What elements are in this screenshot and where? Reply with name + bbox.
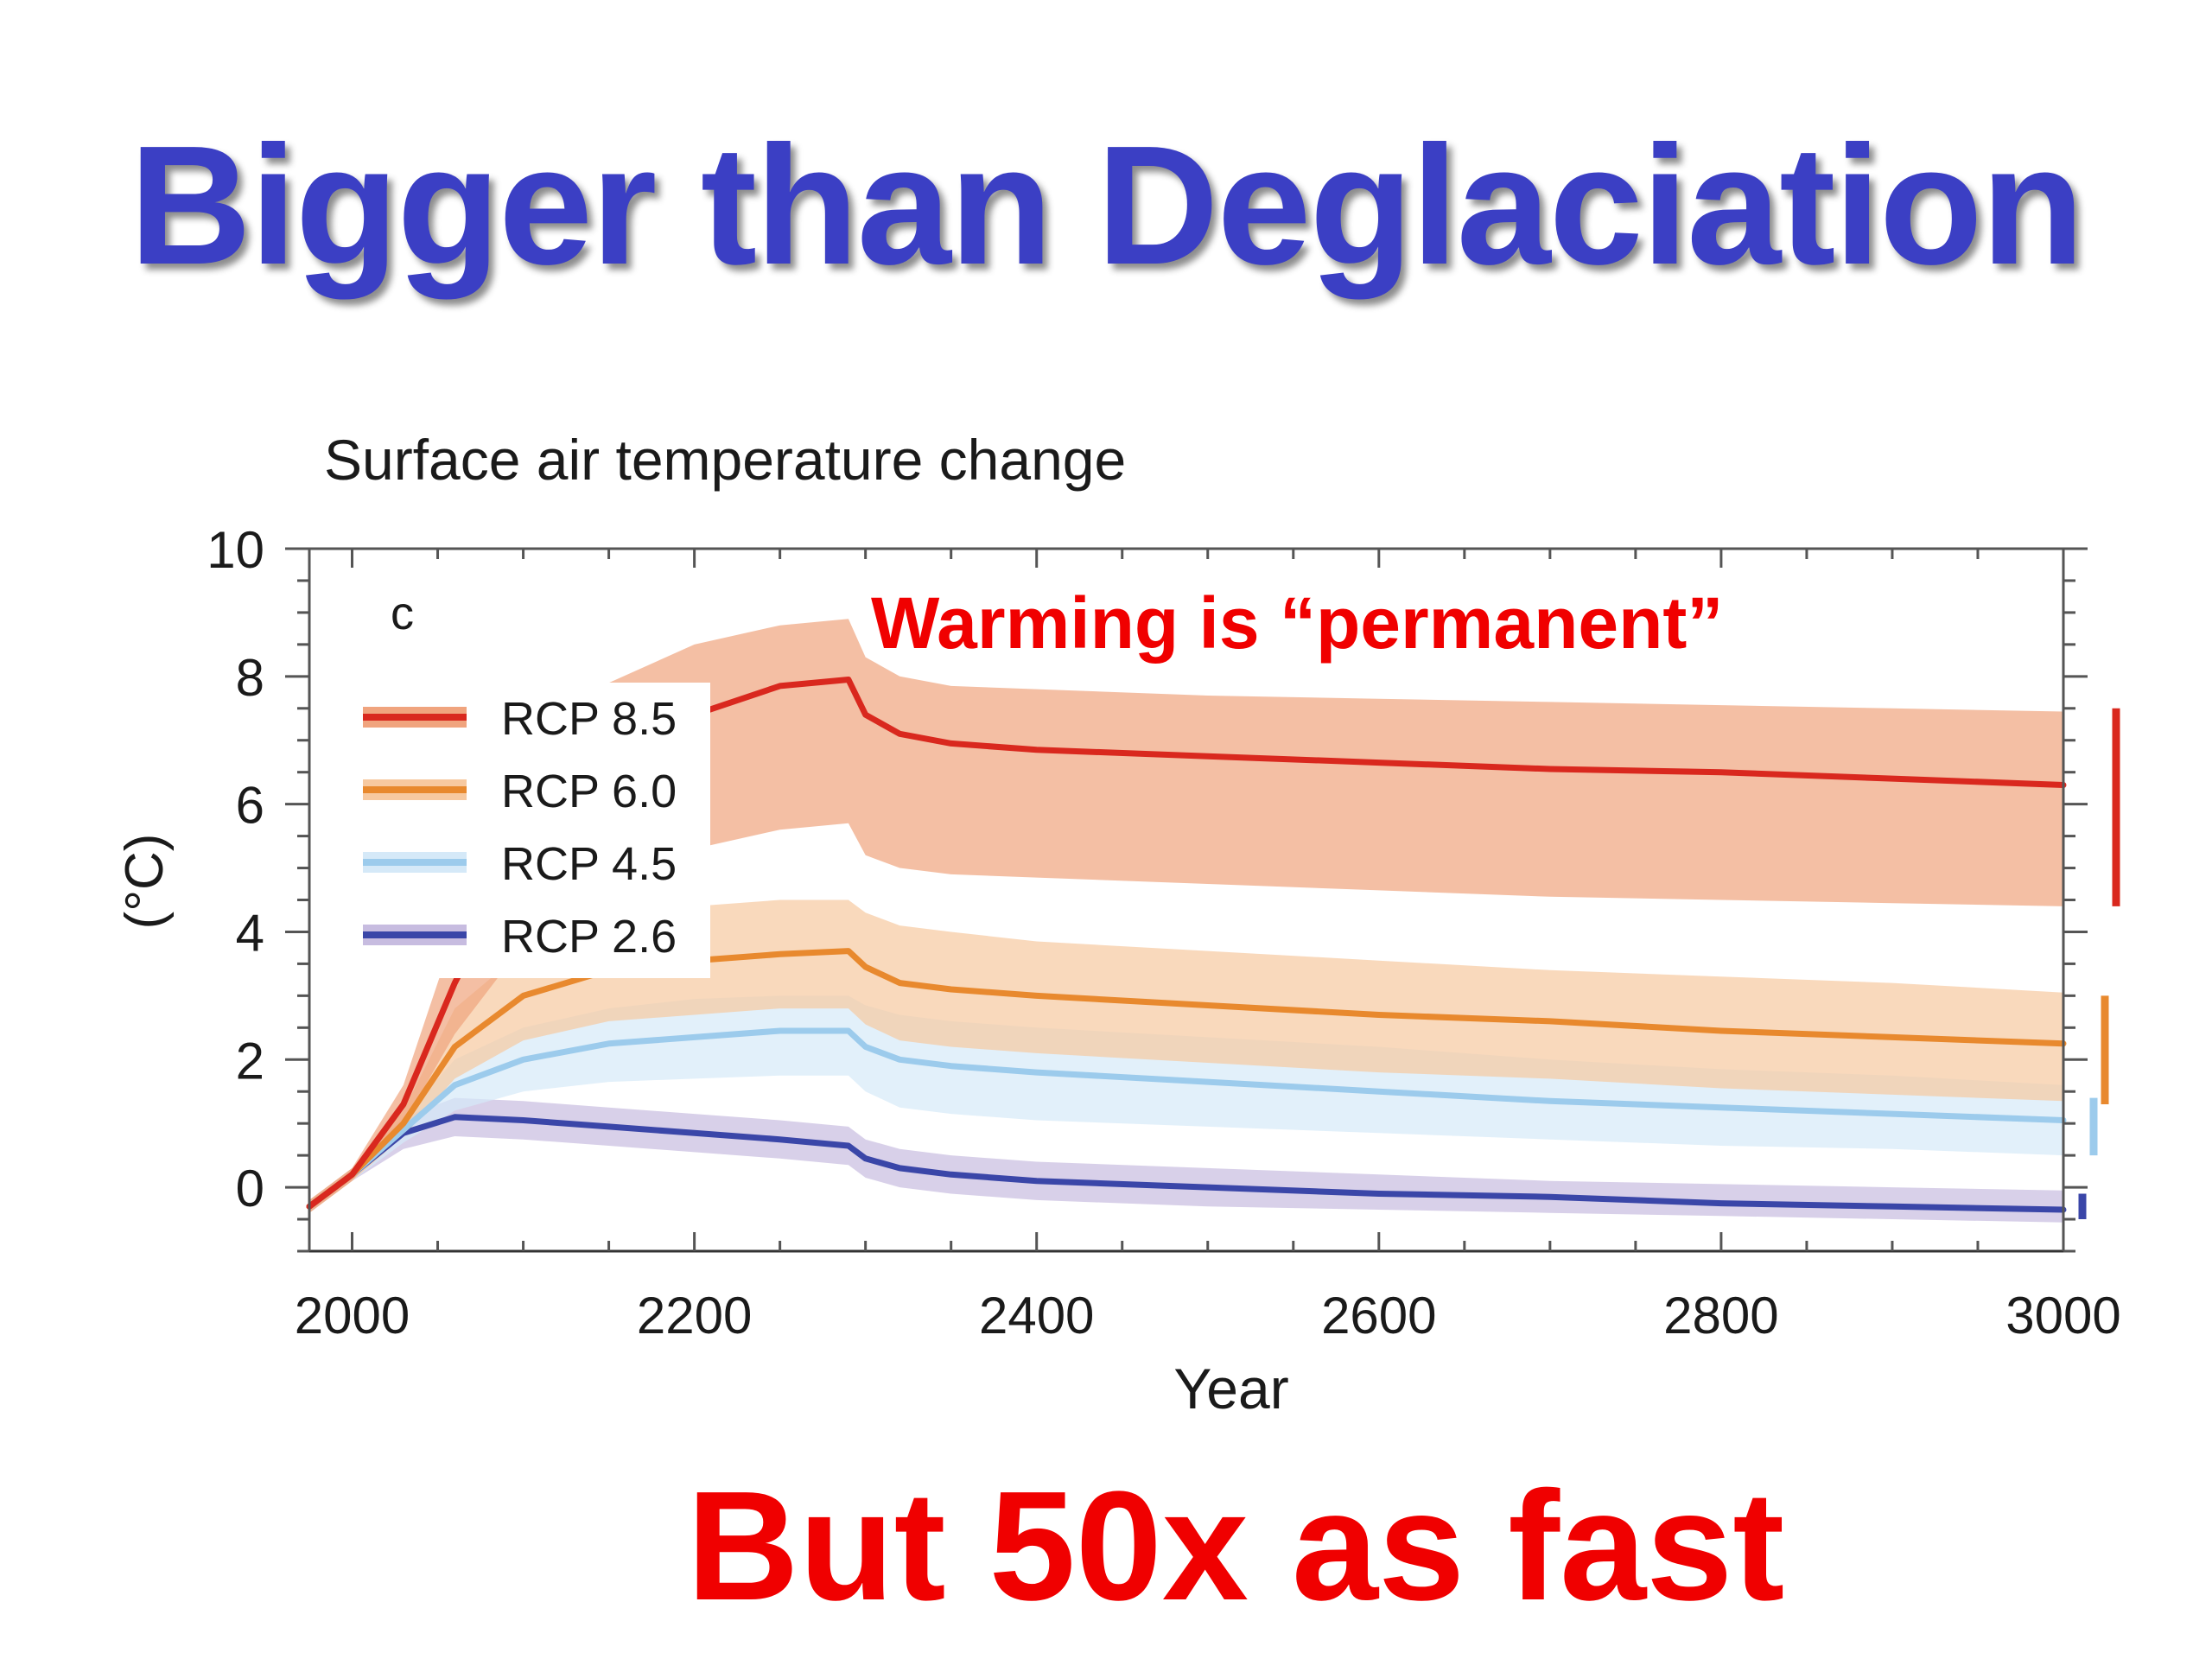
band-rcp-6-0 [309,899,2063,1213]
line-rcp-4-5 [306,1027,2067,1210]
x-tick-label: 3000 [2005,1287,2120,1344]
y-tick-label: 6 [236,777,264,835]
y-tick-label: 2 [236,1032,264,1090]
line-rcp-2-6 [306,1114,2067,1213]
series-lines [306,677,2067,1213]
x-tick-label: 2600 [1321,1287,1436,1344]
chart-title: Surface air temperature change [324,428,1126,492]
x-tick-label: 2400 [979,1287,1094,1344]
legend-label-rcp-4-5: RCP 4.5 [501,838,677,890]
legend-label-rcp-8-5: RCP 8.5 [501,693,677,745]
y-tick-label: 0 [236,1160,264,1217]
legend-label-rcp-2-6: RCP 2.6 [501,911,677,963]
y-axis-label: (°C) [115,834,175,930]
line-rcp-6-0 [306,948,2067,1210]
slide-footer: But 50x as fast [686,1459,1785,1633]
x-tick-label: 2800 [1663,1287,1778,1344]
line-rcp-8-5 [306,677,2067,1210]
chart-axes: 2000 2200 2400 2600 2800 3000 0 2 4 6 8 10 [207,521,2120,1344]
x-tick-label: 2200 [637,1287,752,1344]
legend-label-rcp-6-0: RCP 6.0 [501,766,677,817]
x-axis-label: Year [1173,1357,1288,1421]
slide-title: Bigger than Deglaciation [129,111,2085,300]
y-tick-label: 8 [236,649,264,707]
range-bars [2078,708,2120,1220]
y-tick-label: 10 [207,521,264,579]
band-rcp-4-5 [309,995,2063,1213]
band-rcp-2-6 [309,1097,2063,1223]
chart-legend: RCP 8.5 RCP 6.0 RCP 4.5 RCP 2.6 [346,683,710,978]
y-tick-label: 4 [236,904,264,962]
panel-label: c [391,588,414,639]
x-tick-label: 2000 [295,1287,410,1344]
chart-annotation: Warming is “permanent” [871,582,1723,664]
